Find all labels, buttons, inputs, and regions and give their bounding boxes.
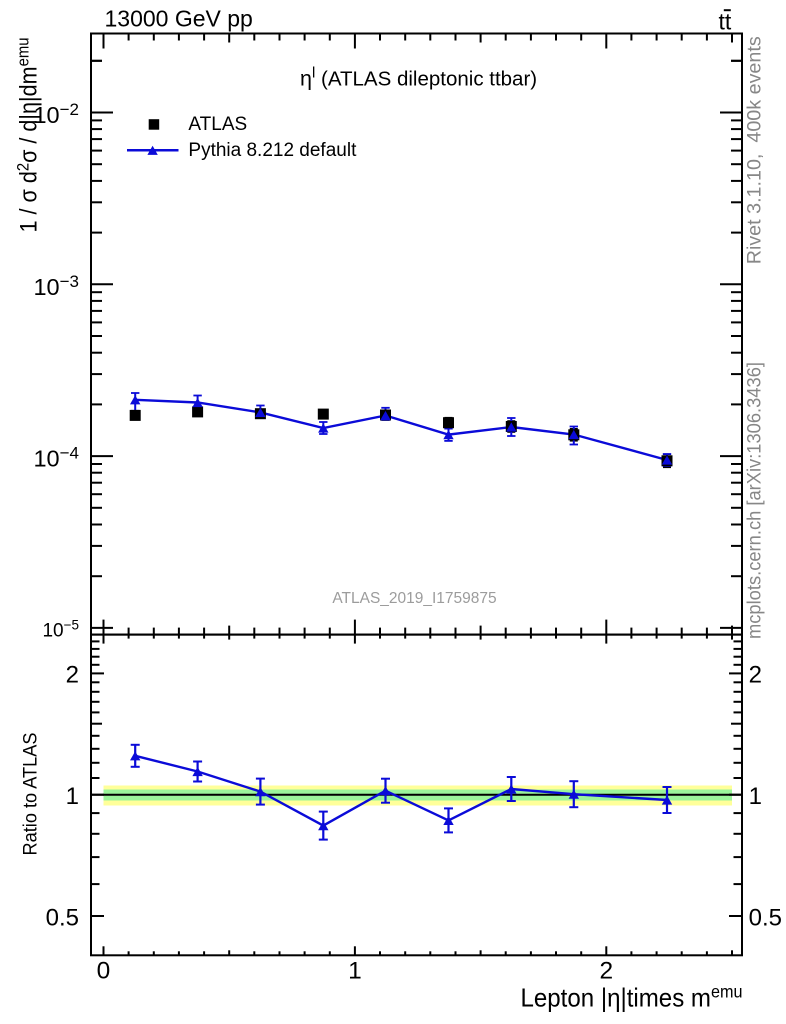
svg-text:Ratio to ATLAS: Ratio to ATLAS — [21, 733, 42, 856]
svg-text:1: 1 — [66, 783, 79, 810]
svg-text:2: 2 — [599, 957, 613, 984]
svg-text:Lepton |η|times memu: Lepton |η|times memu — [521, 981, 743, 1012]
svg-text:10−4: 10−4 — [33, 444, 79, 472]
svg-text:1 / σ d2σ / d|η|dmemu: 1 / σ d2σ / d|η|dmemu — [15, 38, 43, 233]
svg-text:0.5: 0.5 — [749, 904, 782, 931]
svg-text:ηl (ATLAS dileptonic ttbar): ηl (ATLAS dileptonic ttbar) — [300, 65, 537, 91]
svg-text:ATLAS: ATLAS — [188, 114, 247, 135]
svg-text:mcplots.cern.ch [arXiv:1306.34: mcplots.cern.ch [arXiv:1306.3436] — [744, 362, 766, 639]
svg-text:10−5: 10−5 — [42, 618, 79, 642]
svg-text:10−2: 10−2 — [33, 100, 79, 128]
svg-text:2: 2 — [749, 662, 762, 689]
svg-text:ATLAS_2019_I1759875: ATLAS_2019_I1759875 — [332, 590, 496, 607]
svg-text:tt: tt — [719, 9, 732, 35]
svg-text:Rivet 3.1.10, 400k events: Rivet 3.1.10, 400k events — [744, 36, 766, 264]
svg-text:0: 0 — [97, 957, 111, 984]
svg-text:0.5: 0.5 — [46, 904, 79, 931]
svg-text:13000 GeV pp: 13000 GeV pp — [105, 6, 253, 32]
svg-text:1: 1 — [348, 957, 362, 984]
svg-text:Pythia 8.212 default: Pythia 8.212 default — [188, 140, 357, 161]
svg-text:2: 2 — [66, 662, 79, 689]
svg-text:1: 1 — [749, 783, 762, 810]
